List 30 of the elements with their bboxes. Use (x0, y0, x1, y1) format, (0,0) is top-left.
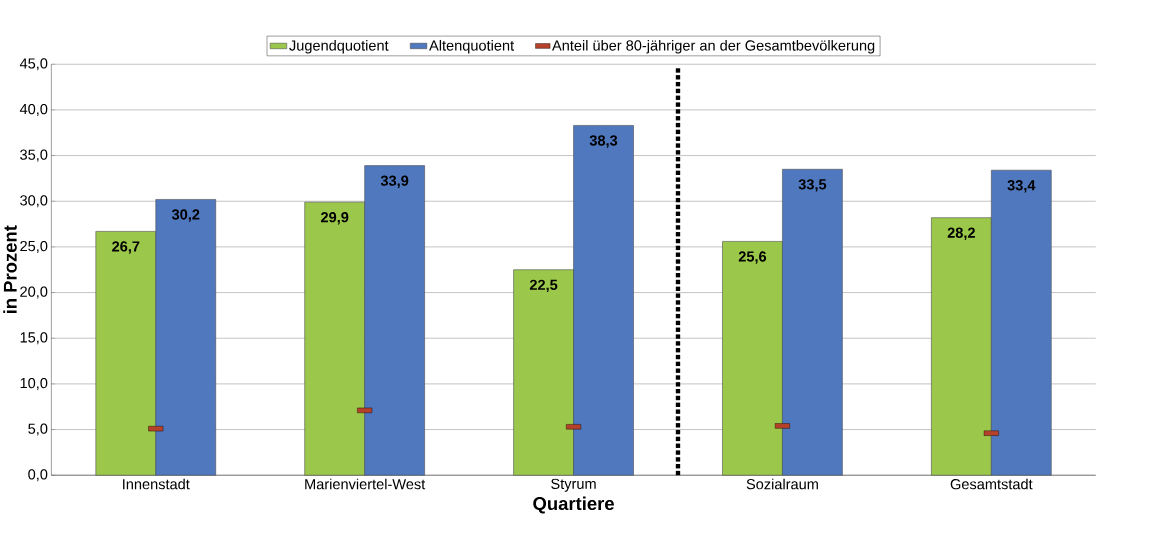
y-tick-label: 20,0 (20, 286, 48, 299)
x-tick-label: Styrum (551, 478, 596, 492)
x-tick-label: Gesamtstadt (950, 478, 1033, 490)
y-tick-label: 5,0 (28, 423, 48, 436)
legend-label: Altenquotient (429, 39, 515, 54)
y-tick-label: 40,0 (19, 103, 48, 116)
x-tick-label: Marienviertel-West (305, 478, 426, 490)
data-label: 30,2 (171, 209, 200, 222)
y-axis-title: in Prozent (3, 225, 17, 313)
data-label: 33,4 (1007, 179, 1036, 193)
legend-label: Jugendquotient (289, 39, 389, 54)
legend-label: Anteil über 80-jähriger an der Gesamtbevölkerung (552, 39, 875, 54)
data-label: 29,9 (321, 211, 349, 225)
data-label: 26,7 (112, 241, 140, 254)
y-tick-label: 15,0 (20, 332, 48, 345)
y-tick-label: 30,0 (20, 195, 48, 208)
data-label: 28,2 (947, 227, 975, 240)
y-tick-label: 35,0 (20, 149, 48, 162)
data-label: 33,5 (798, 179, 827, 192)
y-tick-label: 25,0 (20, 240, 48, 253)
x-axis-title: Quartiere (533, 496, 614, 514)
y-tick-label: 45,0 (19, 58, 48, 71)
data-label: 33,9 (380, 175, 409, 188)
data-label: 22,5 (529, 279, 558, 292)
y-tick-label: 10,0 (20, 377, 48, 390)
data-label: 38,3 (589, 135, 618, 148)
data-label: 25,6 (738, 251, 767, 264)
x-tick-label: Innenstadt (123, 478, 190, 490)
x-tick-label: Sozialraum (746, 478, 818, 490)
y-tick-label: 0,0 (28, 469, 48, 482)
